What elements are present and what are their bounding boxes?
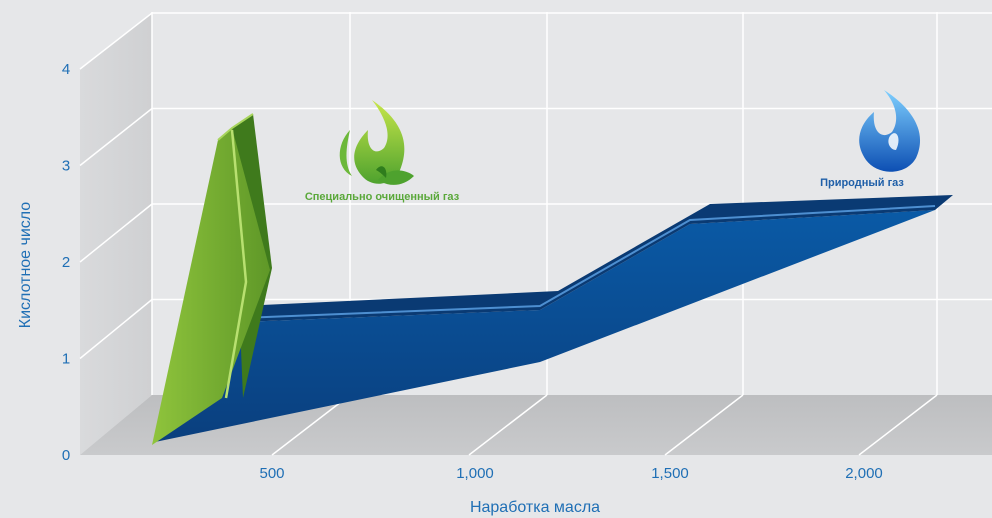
y-tick-label: 0 <box>62 447 70 464</box>
series-purified-gas <box>152 113 272 445</box>
y-tick-label: 2 <box>62 254 70 271</box>
annotation-purified-gas: Специально очищенный газ <box>305 100 460 203</box>
x-tick-label: 2,000 <box>845 465 883 482</box>
gridline-x-floor <box>468 394 548 456</box>
x-tick-labels: 500 1,000 1,500 2,000 <box>259 465 882 482</box>
series-natural-gas-top <box>242 195 953 322</box>
y-axis-title: Кислотное число <box>17 202 34 329</box>
gridline-x-floor <box>664 394 744 456</box>
y-tick-labels: 0 1 2 3 4 <box>62 61 70 464</box>
x-axis-title: Наработка масла <box>470 499 600 516</box>
series-purified-gas-area <box>152 128 270 445</box>
series-natural-gas <box>155 195 953 442</box>
y-tick-label: 3 <box>62 158 70 175</box>
gridline-y-side <box>79 298 153 360</box>
series-natural-gas-edge <box>241 205 936 319</box>
gridline-x-floor <box>858 394 938 456</box>
annotation-label-purified-gas: Специально очищенный газ <box>305 191 460 203</box>
gridline-y-side <box>79 203 153 263</box>
series-purified-gas-edge <box>224 129 248 399</box>
annotation-label-natural-gas: Природный газ <box>820 177 904 189</box>
gridline-x-floor <box>271 394 351 456</box>
series-natural-gas-area <box>155 210 935 442</box>
x-tick-label: 1,000 <box>456 465 494 482</box>
gridline-y-side <box>79 12 153 70</box>
annotation-natural-gas: Природный газ <box>820 90 921 189</box>
flame-icon <box>859 90 921 172</box>
x-tick-label: 1,500 <box>651 465 689 482</box>
y-tick-label: 1 <box>62 351 70 368</box>
gridline-y-side <box>79 107 153 167</box>
leaf-flame-icon <box>339 100 414 185</box>
series-purified-gas-top-edge <box>217 113 254 141</box>
x-tick-label: 500 <box>259 465 284 482</box>
y-tick-label: 4 <box>62 61 70 78</box>
